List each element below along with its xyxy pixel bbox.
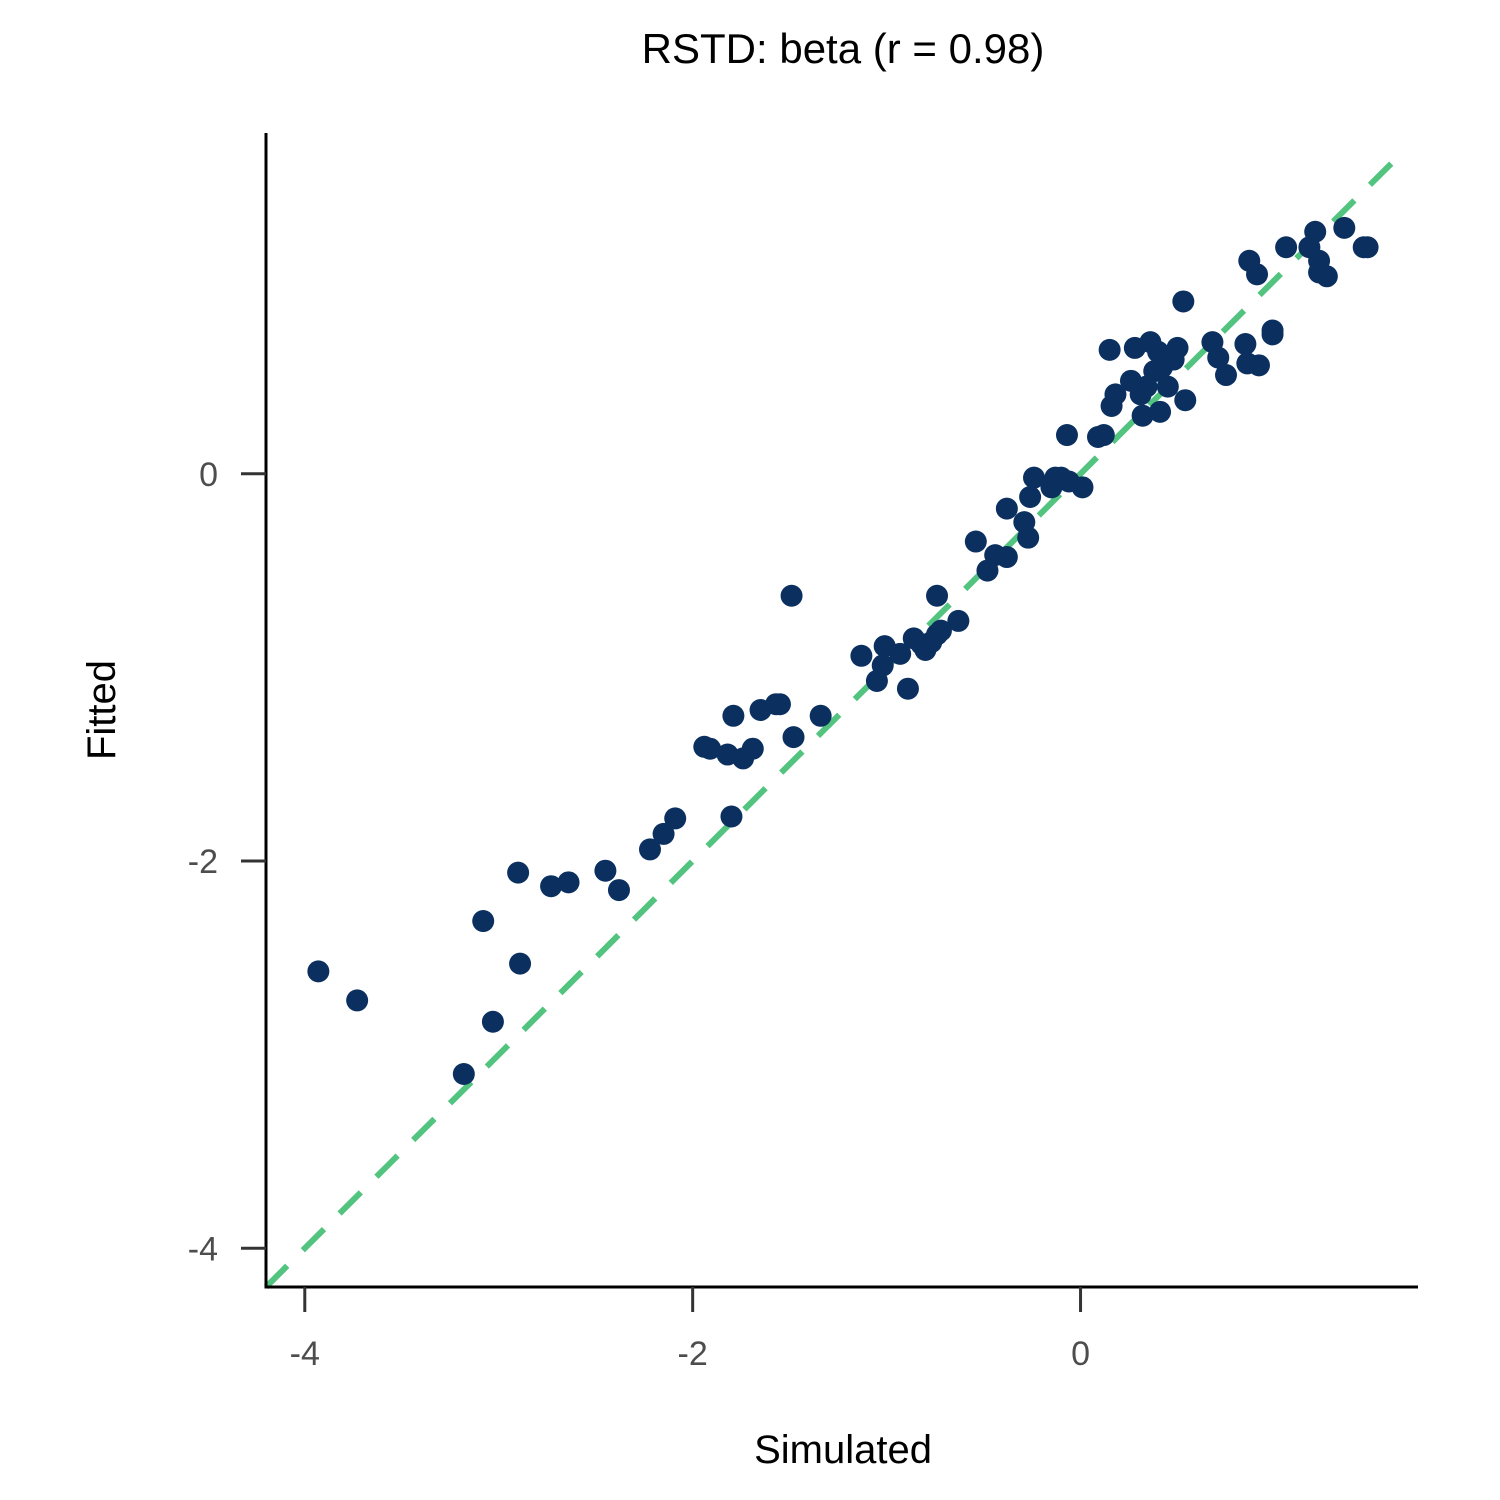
data-point — [1172, 290, 1195, 313]
data-point — [947, 609, 970, 632]
data-point — [1149, 400, 1172, 423]
data-point — [995, 546, 1018, 569]
data-point — [1166, 336, 1189, 359]
x-axis-title: Simulated — [754, 1428, 932, 1472]
y-axis-title: Fitted — [80, 660, 124, 760]
data-point — [1019, 486, 1042, 509]
data-point — [1071, 476, 1094, 499]
data-point — [1131, 404, 1154, 427]
data-point — [557, 871, 580, 894]
data-point — [509, 952, 532, 975]
chart-title: RSTD: beta (r = 0.98) — [642, 25, 1045, 72]
data-point — [782, 726, 805, 749]
data-point — [639, 838, 661, 861]
data-point — [1098, 338, 1121, 361]
data-point — [1104, 383, 1127, 406]
identity-line-layer — [263, 154, 1401, 1290]
y-tick-label: -2 — [188, 843, 218, 881]
identity-reference-line — [263, 154, 1401, 1290]
data-point — [594, 859, 617, 882]
data-point — [720, 805, 743, 828]
data-point — [741, 737, 764, 760]
data-point — [1174, 389, 1197, 412]
data-point — [346, 989, 369, 1012]
data-point — [850, 644, 873, 667]
data-point — [995, 497, 1018, 520]
data-point — [768, 693, 791, 716]
data-point — [1207, 346, 1230, 369]
data-point — [1246, 263, 1269, 286]
data-point — [607, 879, 630, 902]
data-point — [1156, 375, 1179, 398]
data-point — [780, 584, 803, 607]
data-point — [809, 704, 832, 727]
data-point — [1234, 333, 1257, 356]
data-point — [871, 654, 894, 677]
data-point — [1275, 236, 1298, 259]
data-point — [964, 530, 987, 553]
data-point — [452, 1063, 475, 1086]
data-point — [1092, 424, 1115, 447]
y-tick-label: 0 — [199, 456, 218, 494]
x-tick-label: -4 — [290, 1335, 320, 1373]
data-point — [1017, 526, 1040, 549]
data-point — [472, 910, 495, 933]
data-point — [507, 861, 530, 884]
data-point — [1247, 354, 1270, 377]
data-point — [896, 677, 919, 700]
data-point — [929, 619, 952, 642]
data-point — [1304, 220, 1327, 243]
data-point — [1261, 323, 1284, 346]
x-tick-label: -2 — [678, 1335, 708, 1373]
data-point — [481, 1010, 504, 1033]
data-point — [722, 704, 745, 727]
data-point — [889, 642, 912, 665]
data-point — [307, 960, 330, 983]
data-point — [664, 807, 687, 830]
axes: -4 -2 0 -4 -2 0 — [188, 133, 1418, 1373]
data-point — [540, 875, 563, 898]
data-point — [652, 822, 675, 845]
data-point — [1215, 364, 1237, 387]
data-point — [699, 737, 722, 760]
data-point — [1055, 424, 1078, 447]
data-point — [1023, 466, 1045, 489]
data-point — [1356, 236, 1379, 259]
data-point — [1315, 265, 1338, 288]
points-layer — [307, 216, 1379, 1086]
x-tick-label: 0 — [1071, 1335, 1090, 1373]
y-tick-label: -4 — [188, 1230, 218, 1268]
data-point — [1333, 216, 1356, 239]
data-point — [926, 584, 949, 607]
